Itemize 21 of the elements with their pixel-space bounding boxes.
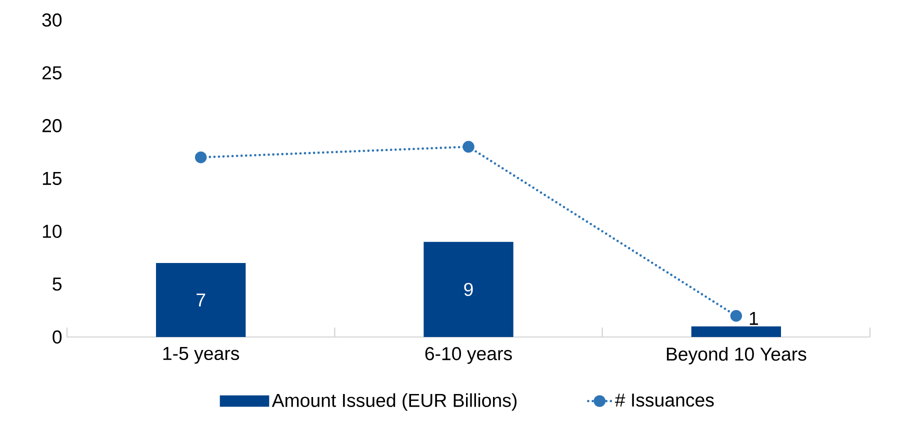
y-tick-label: 30 <box>42 13 62 27</box>
bar <box>156 263 246 337</box>
legend-label: Amount Issued (EUR Billions) <box>272 393 516 411</box>
y-tick-label: 10 <box>42 224 62 238</box>
point <box>730 310 742 322</box>
y-tick-label: 20 <box>42 119 62 132</box>
data-label: 1 <box>750 312 758 325</box>
x-tick-label: 6-10 years <box>425 347 512 364</box>
data-label: 9 <box>464 282 473 296</box>
y-tick-label: 0 <box>52 330 62 344</box>
y-tick-label: 25 <box>42 66 62 80</box>
y-tick-label: 15 <box>42 172 62 186</box>
point <box>194 151 207 164</box>
bar <box>424 242 514 337</box>
point <box>462 140 474 153</box>
bar <box>691 326 781 337</box>
y-tick-label: 5 <box>52 278 62 291</box>
data-label: 7 <box>196 294 206 306</box>
x-tick-label: Beyond 10 Years <box>666 347 806 364</box>
x-tick-label: 1-5 years <box>163 347 240 364</box>
legend-label: # Issuances <box>614 394 714 407</box>
